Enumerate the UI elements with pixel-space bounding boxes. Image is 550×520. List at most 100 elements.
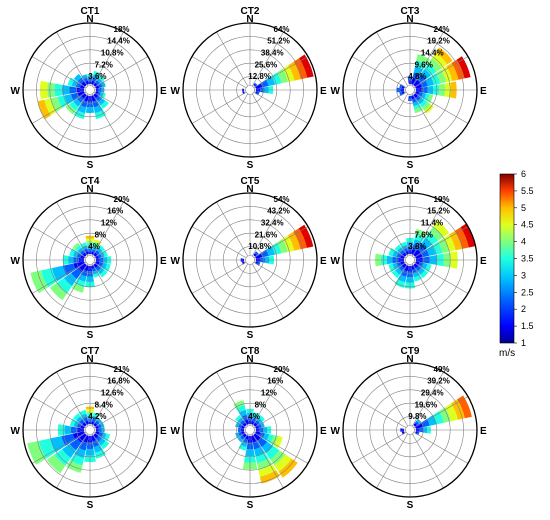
grid-spoke [89, 429, 124, 489]
petal-segment [98, 245, 105, 252]
petal-segment [97, 423, 102, 429]
grid-spoke [31, 259, 91, 294]
petal-segment [80, 254, 85, 259]
petal-segment [419, 99, 428, 108]
petal-segment [100, 81, 106, 88]
petal-segment [426, 245, 436, 256]
grid-spoke [351, 259, 411, 294]
petal-segment [266, 246, 275, 256]
compass-label-s: S [407, 500, 414, 511]
petal-segment [95, 255, 99, 259]
ring-label: 7.2% [95, 60, 113, 69]
petal-segment [238, 409, 247, 417]
petal-segment [433, 411, 444, 425]
compass-label-e: E [160, 256, 167, 267]
petal-segment [95, 80, 100, 85]
petal-segment [95, 84, 100, 89]
petal-segment [412, 268, 418, 274]
petal-segment [95, 261, 100, 266]
ring-label: 7.6% [415, 230, 433, 239]
grid-spoke [89, 56, 149, 91]
petal-segment [400, 261, 405, 266]
petal-segment [299, 54, 314, 78]
center-hub [85, 255, 95, 265]
petal-segment [237, 436, 244, 443]
petal-segment [251, 435, 258, 443]
petal-segment [415, 265, 422, 272]
petal-segment [253, 83, 257, 87]
petal-segment [421, 92, 427, 100]
colorbar-tick-label: 4.5 [521, 220, 534, 230]
grid-spoke [56, 429, 91, 489]
petal-segment [95, 95, 102, 102]
compass-label-s: S [407, 330, 414, 341]
grid-spoke [351, 56, 411, 91]
petal-segment [83, 265, 89, 272]
ring-label: 16.8% [107, 377, 130, 386]
petal-segment [80, 84, 85, 89]
compass-label-s: S [87, 500, 94, 511]
petal-segment [417, 267, 425, 275]
petal-segment [76, 416, 83, 423]
petal-segment [74, 278, 86, 288]
ring-label: 14.4% [107, 37, 130, 46]
petal-segment [456, 56, 471, 79]
grid-spoke [249, 89, 284, 149]
petal-segment [257, 423, 262, 429]
petal-segment [274, 454, 292, 472]
polar-border [22, 22, 158, 158]
ring-label: 25.6% [255, 60, 278, 69]
compass-label-w: W [331, 256, 341, 267]
petal-segment [100, 100, 109, 109]
petal-segment [73, 413, 81, 421]
grid-spoke [409, 56, 469, 91]
petal-segment [85, 251, 89, 255]
petal-segment [414, 234, 425, 242]
grid-spoke [409, 396, 469, 431]
colorbar-tick-label: 2.5 [521, 287, 534, 297]
colorbar-tick-label: 6 [521, 169, 526, 179]
center-hub [405, 425, 415, 435]
grid-spoke [89, 429, 149, 464]
petal-segment [100, 440, 110, 450]
petal-segment [95, 91, 99, 95]
petal-segment [439, 407, 451, 423]
petal-segment [251, 418, 257, 423]
grid-spoke [249, 89, 309, 124]
grid-spoke [249, 259, 309, 294]
petal-segment [97, 253, 102, 259]
colorbar-tick-label: 1 [521, 338, 526, 348]
compass-label-s: S [247, 160, 254, 171]
petal-segment [78, 263, 87, 272]
petal-segment [270, 450, 286, 466]
petal-segment [413, 239, 422, 247]
ring-label: 10.8% [248, 242, 271, 251]
petal-segment [415, 60, 427, 70]
compass-label-e: E [320, 256, 327, 267]
petal-segment [71, 268, 82, 279]
petal-segment [255, 420, 260, 425]
petal-segment [400, 254, 405, 259]
ring-label: 14.4% [421, 49, 444, 58]
petal-segment [91, 267, 97, 272]
compass-label-e: E [480, 256, 487, 267]
grid-spoke [191, 56, 251, 91]
colorbar-tick-label: 1.5 [521, 321, 534, 331]
petal-segment [91, 251, 95, 255]
petal-segment [91, 80, 96, 85]
ring-label: 18% [114, 25, 130, 34]
petal-segment [73, 73, 82, 82]
grid-spoke [56, 201, 91, 261]
compass-label-s: S [407, 160, 414, 171]
petal-segment [401, 85, 405, 89]
petal-segment [95, 265, 102, 272]
compass-label-s: S [247, 330, 254, 341]
grid-spoke [409, 259, 469, 294]
petal-segment [98, 75, 105, 82]
speed-colorbar: 1 1.5 2 2.5 3 3.5 4 4.5 5 5.5 6 m/s [499, 169, 534, 359]
petal-segment [95, 420, 100, 425]
compass-label-w: W [171, 256, 181, 267]
